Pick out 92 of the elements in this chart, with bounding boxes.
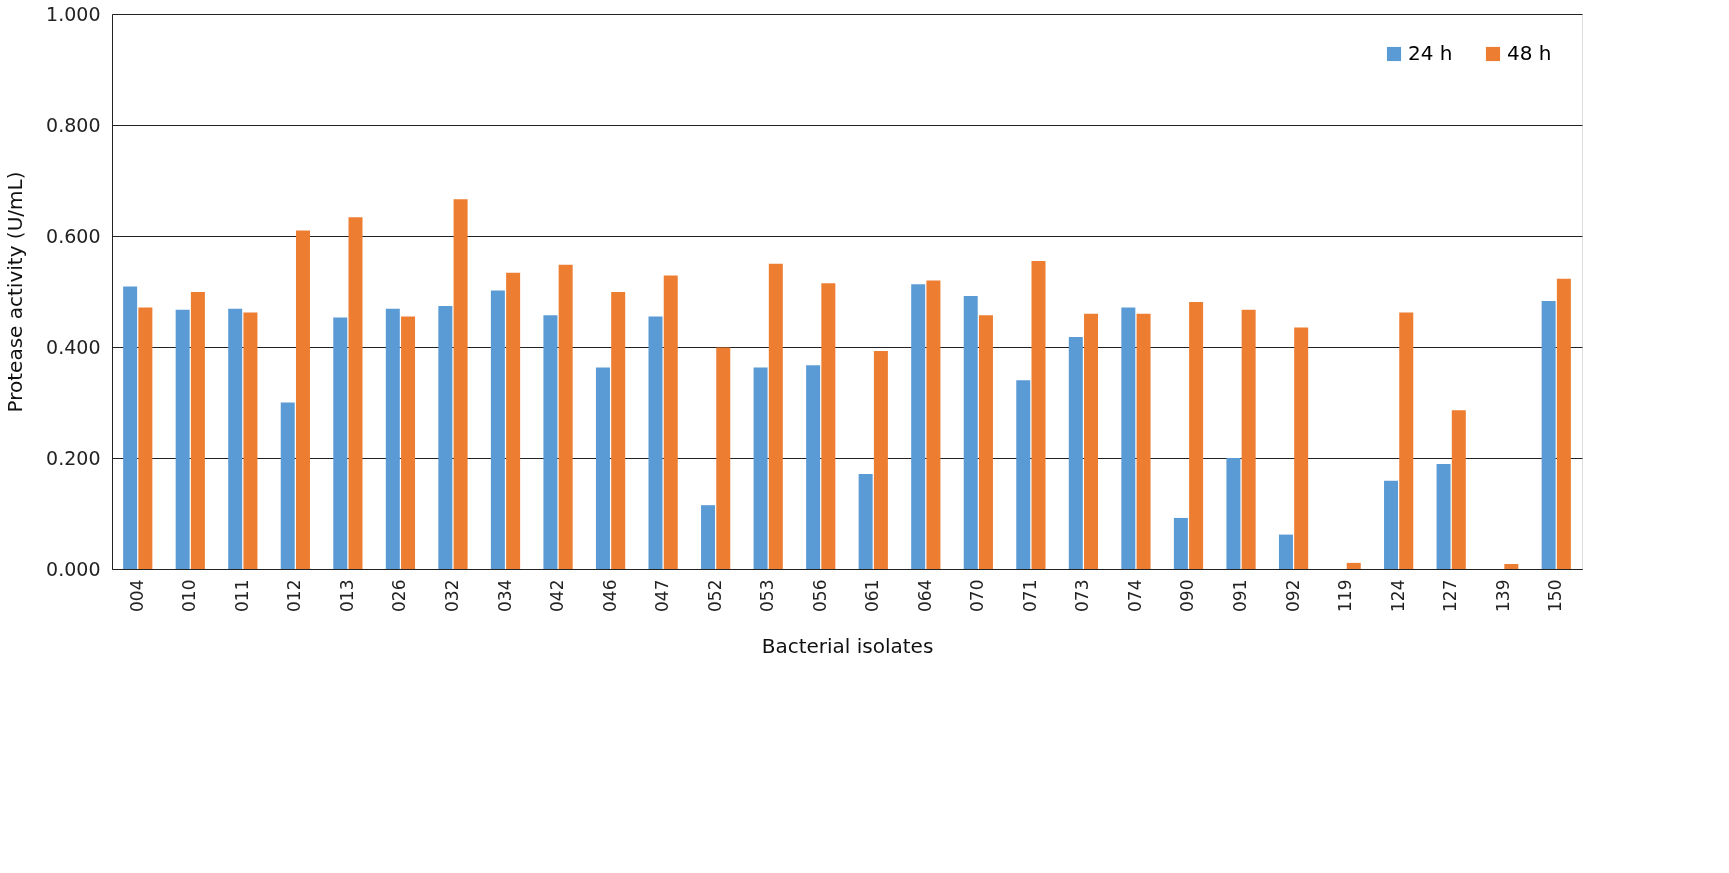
x-tick-label: 056 <box>809 579 830 612</box>
bar <box>401 316 416 569</box>
bar <box>648 316 663 569</box>
x-tick-label: 032 <box>441 579 462 612</box>
x-tick-label: 047 <box>652 579 673 612</box>
y-tick-label: 0.200 <box>46 446 101 469</box>
bar <box>1451 410 1466 569</box>
bar <box>716 347 731 569</box>
x-tick-label: 070 <box>967 579 988 612</box>
x-tick-label: 026 <box>389 579 410 612</box>
bar <box>385 308 400 569</box>
bar <box>821 283 836 569</box>
bar <box>1016 380 1031 569</box>
x-tick-label: 074 <box>1124 579 1145 612</box>
bar <box>348 217 363 569</box>
bar <box>1556 278 1571 569</box>
x-tick-label: 090 <box>1177 579 1198 612</box>
y-tick-label: 0.600 <box>46 224 101 247</box>
bar <box>1084 313 1099 569</box>
bar <box>175 309 190 569</box>
bar <box>295 230 310 569</box>
bar <box>595 367 610 569</box>
x-tick-label: 004 <box>126 579 147 612</box>
bar <box>1436 464 1451 569</box>
bar <box>1189 302 1204 569</box>
x-tick-label: 012 <box>284 579 305 612</box>
bar <box>543 315 558 569</box>
bar <box>1294 327 1309 569</box>
bar <box>806 365 821 569</box>
bar <box>1068 337 1083 569</box>
bar <box>1173 517 1188 569</box>
bar <box>138 307 153 569</box>
bar <box>558 264 573 569</box>
bar <box>1136 313 1151 569</box>
bar <box>506 272 521 569</box>
bar <box>911 284 926 569</box>
bar <box>858 474 873 569</box>
bar <box>663 275 678 569</box>
bar <box>753 367 768 569</box>
y-tick-label: 0.800 <box>46 113 101 136</box>
bar <box>228 308 243 569</box>
bar <box>1384 480 1399 569</box>
x-tick-label: 092 <box>1282 579 1303 612</box>
bar <box>1346 562 1361 569</box>
x-tick-label: 061 <box>862 579 883 612</box>
y-tick-label: 0.400 <box>46 335 101 358</box>
x-tick-label: 073 <box>1072 579 1093 612</box>
x-tick-label: 011 <box>231 579 252 612</box>
legend-label: 24 h <box>1408 41 1453 65</box>
bar <box>1241 309 1256 569</box>
x-axis-title: Bacterial isolates <box>761 633 934 658</box>
bar <box>123 286 138 569</box>
bar <box>701 505 716 569</box>
legend-label: 48 h <box>1507 41 1552 65</box>
x-tick-label: 053 <box>757 579 778 612</box>
bar <box>333 317 348 569</box>
x-tick-label: 034 <box>494 579 515 612</box>
bar <box>1541 300 1556 569</box>
bar <box>1504 564 1519 569</box>
bar <box>611 292 626 569</box>
bar <box>438 305 453 569</box>
x-tick-label: 139 <box>1492 579 1513 612</box>
x-tick-label: 124 <box>1387 579 1408 612</box>
bar <box>1031 260 1046 569</box>
bar <box>1121 307 1136 569</box>
bar <box>1226 458 1241 569</box>
x-tick-label: 091 <box>1230 579 1251 612</box>
bar <box>453 199 468 569</box>
bar <box>768 263 783 569</box>
x-tick-label: 052 <box>704 579 725 612</box>
x-tick-label: 071 <box>1019 579 1040 612</box>
y-axis-title: Protease activity (U/mL) <box>3 171 28 413</box>
y-tick-label: 1.000 <box>46 2 101 25</box>
bar <box>280 402 295 569</box>
bar <box>926 280 941 569</box>
bar <box>1399 312 1414 569</box>
x-tick-label: 119 <box>1335 579 1356 612</box>
bar <box>873 350 888 569</box>
bar <box>978 315 993 569</box>
x-tick-label: 013 <box>336 579 357 612</box>
x-tick-label: 046 <box>599 579 620 612</box>
bar <box>963 295 978 569</box>
x-tick-label: 042 <box>547 579 568 612</box>
y-tick-label: 0.000 <box>46 557 101 580</box>
bar <box>190 292 205 569</box>
x-tick-label: 127 <box>1440 579 1461 612</box>
bar <box>1278 534 1293 569</box>
bar <box>243 312 258 569</box>
bar <box>490 290 505 569</box>
x-tick-label: 010 <box>179 579 200 612</box>
x-tick-label: 150 <box>1545 579 1566 612</box>
x-tick-label: 064 <box>914 579 935 612</box>
